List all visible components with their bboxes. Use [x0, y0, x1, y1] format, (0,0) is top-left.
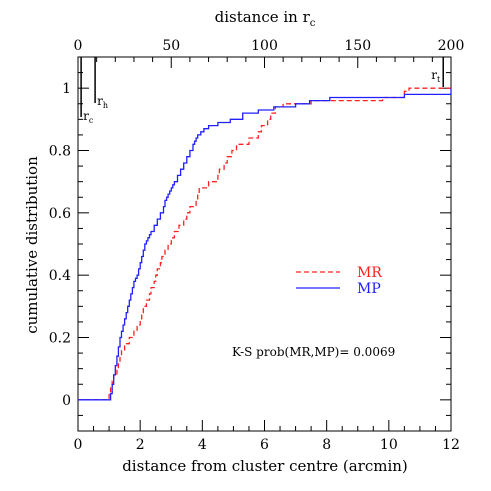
marker-label-rc: rc: [83, 109, 94, 125]
top-tick-label: 50: [162, 38, 180, 54]
ks-test-annotation: K-S prob(MR,MP)= 0.0069: [232, 345, 395, 359]
marker-label-sub: h: [103, 101, 108, 110]
legend-label-mr: MR: [357, 265, 382, 281]
x-tick-label: 4: [198, 437, 207, 453]
marker-label-main: r: [431, 68, 437, 82]
axis-ticks: [77, 56, 452, 432]
series-line-mp: [78, 88, 452, 401]
y-tick-label: 0.2: [49, 331, 71, 347]
x-tick-label: 10: [380, 437, 398, 453]
top-x-axis-label: distance in rc: [215, 8, 316, 29]
top-tick-label: 0: [74, 38, 83, 54]
tick-labels: 0 2 4 6 8 10 12 0 50 100 150 200 0 0.2 0.4 0.6 0.8 1: [49, 38, 465, 453]
top-tick-label: 200: [438, 38, 465, 54]
x-axis-label: distance from cluster centre (arcmin): [122, 457, 408, 475]
top-tick-label: 150: [344, 38, 371, 54]
top-x-axis-label-sub: c: [310, 18, 316, 29]
y-tick-label: 0.8: [49, 144, 71, 160]
marker-label-rh: rh: [97, 94, 108, 110]
x-tick-label: 0: [74, 437, 83, 453]
marker-label-sub: c: [89, 116, 94, 125]
top-x-axis-label-main: distance in r: [215, 8, 311, 26]
x-tick-label: 2: [136, 437, 145, 453]
y-axis-label: cumulative distribution: [23, 156, 41, 334]
marker-label-main: r: [97, 94, 103, 108]
plot-frame: [77, 56, 452, 432]
marker-label-rt: rt: [431, 68, 441, 84]
x-tick-label: 12: [442, 437, 460, 453]
y-tick-label: 1: [62, 81, 71, 97]
series-group: [78, 87, 452, 401]
marker-label-main: r: [83, 109, 89, 123]
x-tick-label: 6: [260, 437, 269, 453]
marker-label-sub: t: [437, 75, 441, 84]
series-line-mr: [78, 87, 451, 401]
y-tick-label: 0: [62, 393, 71, 409]
y-tick-label: 0.6: [49, 206, 71, 222]
y-tick-label: 0.4: [49, 268, 71, 284]
legend-label-mp: MP: [357, 281, 381, 297]
x-tick-label: 8: [322, 437, 331, 453]
top-tick-label: 100: [251, 38, 278, 54]
